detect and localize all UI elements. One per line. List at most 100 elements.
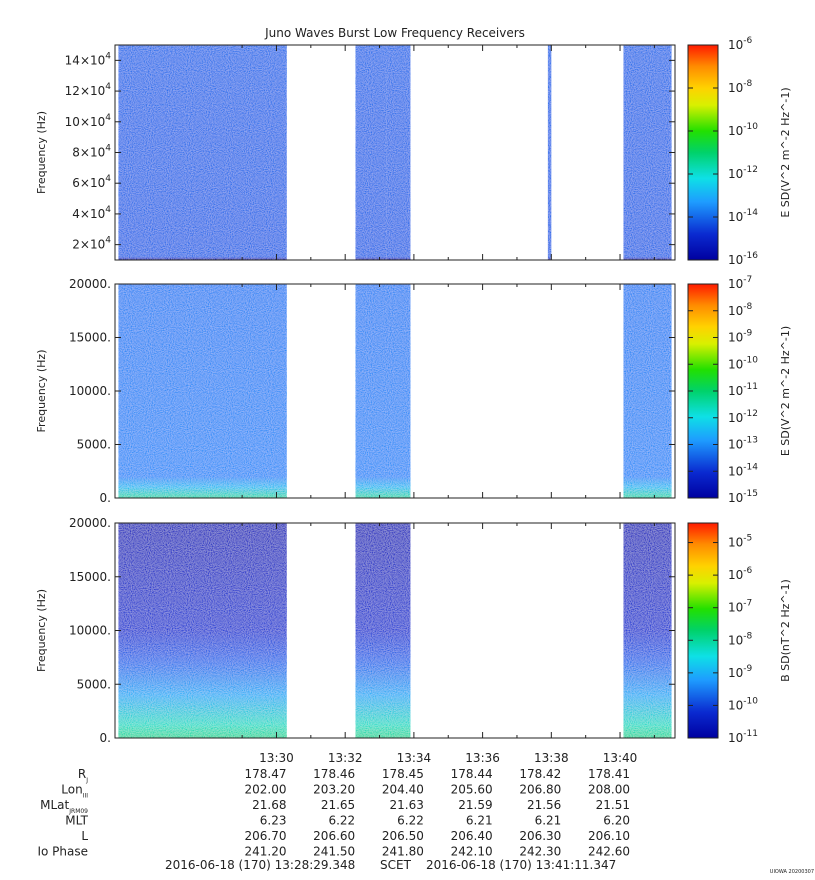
spectrogram-block bbox=[118, 523, 287, 738]
ephemeris-value: 205.60 bbox=[451, 783, 493, 797]
colorbar-tick-label: 10-10 bbox=[728, 122, 758, 138]
ephemeris-value: 178.45 bbox=[382, 767, 424, 781]
ephemeris-row-label: LonIII bbox=[61, 783, 88, 800]
panel-1: 2×104 4×104 6×104 8×104 10×104 12×104 14×104 Fr… bbox=[35, 36, 792, 267]
y-tick-label: 14×104 bbox=[65, 51, 112, 67]
y-tick-label: 6×104 bbox=[72, 174, 111, 190]
y-tick-label: 15000. bbox=[69, 570, 111, 584]
ephemeris-row-label: MLT bbox=[65, 814, 88, 828]
ephemeris-value: 21.59 bbox=[458, 798, 492, 812]
y-tick-label: 4×104 bbox=[72, 205, 111, 221]
y-tick-label: 5000. bbox=[77, 438, 111, 452]
colorbar-tick-label: 10-13 bbox=[728, 436, 758, 452]
colorbar-tick-label: 10-5 bbox=[728, 534, 752, 550]
y-axis-label: Frequency (Hz) bbox=[35, 350, 48, 433]
spectrogram-block bbox=[355, 45, 387, 260]
time-tick-label: 13:38 bbox=[534, 751, 569, 765]
y-tick-label: 2×104 bbox=[72, 236, 111, 252]
watermark: UIOWA 20200307 bbox=[770, 869, 814, 875]
ephemeris-row-label: RJ bbox=[78, 767, 88, 784]
ephemeris-value: 202.00 bbox=[244, 783, 286, 797]
colorbar-tick-label: 10-16 bbox=[728, 251, 758, 267]
ephemeris-value: 6.20 bbox=[603, 814, 630, 828]
ephemeris-value: 6.22 bbox=[397, 814, 424, 828]
ephemeris-value: 21.63 bbox=[390, 798, 424, 812]
spectrogram-block bbox=[355, 284, 411, 498]
ephemeris-value: 21.65 bbox=[321, 798, 355, 812]
colorbar-tick-label: 10-7 bbox=[728, 599, 752, 615]
spectrogram-block bbox=[547, 45, 552, 260]
y-tick-label: 0. bbox=[100, 731, 111, 745]
time-tick-label: 13:36 bbox=[465, 751, 500, 765]
time-tick-label: 13:30 bbox=[259, 751, 294, 765]
y-tick-label: 10×104 bbox=[65, 113, 112, 129]
time-axis: 13:30 13:32 13:34 13:36 13:38 13:40 bbox=[259, 751, 637, 765]
colorbar-tick-label: 10-8 bbox=[728, 631, 753, 647]
y-tick-label: 20000. bbox=[69, 516, 111, 530]
colorbar-frame bbox=[687, 44, 719, 261]
colorbar-tick-label: 10-11 bbox=[728, 729, 758, 745]
y-tick-label: 15000. bbox=[69, 331, 111, 345]
ephemeris-value: 6.23 bbox=[260, 814, 287, 828]
ephemeris-value: 206.60 bbox=[313, 829, 355, 843]
spectrogram-block bbox=[623, 284, 672, 498]
ephemeris-value: 6.22 bbox=[328, 814, 355, 828]
y-tick-label: 20000. bbox=[69, 277, 111, 291]
colorbar-label: E SD(V^2 m^-2 Hz^-1) bbox=[779, 326, 792, 456]
footer-scet-label: SCET bbox=[380, 858, 412, 872]
colorbar-tick-label: 10-14 bbox=[728, 462, 758, 478]
y-tick-label: 5000. bbox=[77, 677, 111, 691]
ephemeris-value: 206.70 bbox=[244, 829, 286, 843]
ephemeris-value: 241.20 bbox=[244, 845, 286, 859]
spectrogram-block bbox=[355, 523, 411, 738]
y-tick-label: 10000. bbox=[69, 384, 111, 398]
y-tick-label: 12×104 bbox=[65, 82, 112, 98]
colorbar bbox=[688, 45, 718, 260]
ephemeris-value: 206.10 bbox=[588, 829, 630, 843]
ephemeris-value: 242.10 bbox=[451, 845, 493, 859]
colorbar-tick-label: 10-11 bbox=[728, 382, 758, 398]
spectrogram-block bbox=[623, 45, 672, 260]
ephemeris-value: 206.80 bbox=[519, 783, 561, 797]
colorbar-tick-label: 10-8 bbox=[728, 302, 753, 318]
panel-3: 0. 5000. 10000. 15000. 20000. Frequency (Hz) 1… bbox=[35, 516, 792, 745]
ephemeris-value: 204.40 bbox=[382, 783, 424, 797]
spectrogram-block bbox=[118, 45, 287, 260]
y-tick-label: 8×104 bbox=[72, 144, 111, 160]
colorbar-tick-label: 10-12 bbox=[728, 409, 758, 425]
colorbar bbox=[688, 523, 718, 738]
ephemeris-value: 206.30 bbox=[519, 829, 561, 843]
colorbar-label: E SD(V^2 m^-2 Hz^-1) bbox=[779, 87, 792, 217]
ephemeris-value: 178.42 bbox=[519, 767, 561, 781]
colorbar-tick-label: 10-12 bbox=[728, 165, 758, 181]
colorbar-tick-label: 10-6 bbox=[728, 566, 753, 582]
spectrogram-block bbox=[386, 45, 411, 260]
ephemeris-value: 178.44 bbox=[451, 767, 493, 781]
ephemeris-value: 206.50 bbox=[382, 829, 424, 843]
colorbar-tick-label: 10-6 bbox=[728, 36, 753, 52]
ephemeris-row-label: Io Phase bbox=[37, 845, 88, 859]
spectrogram-block bbox=[118, 284, 287, 498]
ephemeris-value: 178.41 bbox=[588, 767, 630, 781]
ephemeris-value: 178.47 bbox=[244, 767, 286, 781]
ephemeris-value: 21.51 bbox=[596, 798, 630, 812]
ephemeris-value: 21.68 bbox=[252, 798, 286, 812]
time-tick-label: 13:32 bbox=[328, 751, 363, 765]
ephemeris-value: 178.46 bbox=[313, 767, 355, 781]
ephemeris-value: 242.60 bbox=[588, 845, 630, 859]
colorbar-tick-label: 10-14 bbox=[728, 208, 758, 224]
spectrogram-block bbox=[623, 523, 672, 738]
time-tick-label: 13:40 bbox=[603, 751, 638, 765]
colorbar-tick-label: 10-7 bbox=[728, 275, 752, 291]
y-axis-label: Frequency (Hz) bbox=[35, 111, 48, 194]
time-tick-label: 13:34 bbox=[397, 751, 432, 765]
colorbar-tick-label: 10-10 bbox=[728, 696, 758, 712]
ephemeris-value: 6.21 bbox=[535, 814, 562, 828]
colorbar-tick-label: 10-15 bbox=[728, 489, 758, 505]
ephemeris-value: 242.30 bbox=[519, 845, 561, 859]
colorbar-tick-label: 10-8 bbox=[728, 79, 753, 95]
colorbar-frame bbox=[687, 522, 719, 739]
ephemeris-row-label: L bbox=[81, 829, 88, 843]
figure-title: Juno Waves Burst Low Frequency Receivers bbox=[264, 26, 525, 40]
